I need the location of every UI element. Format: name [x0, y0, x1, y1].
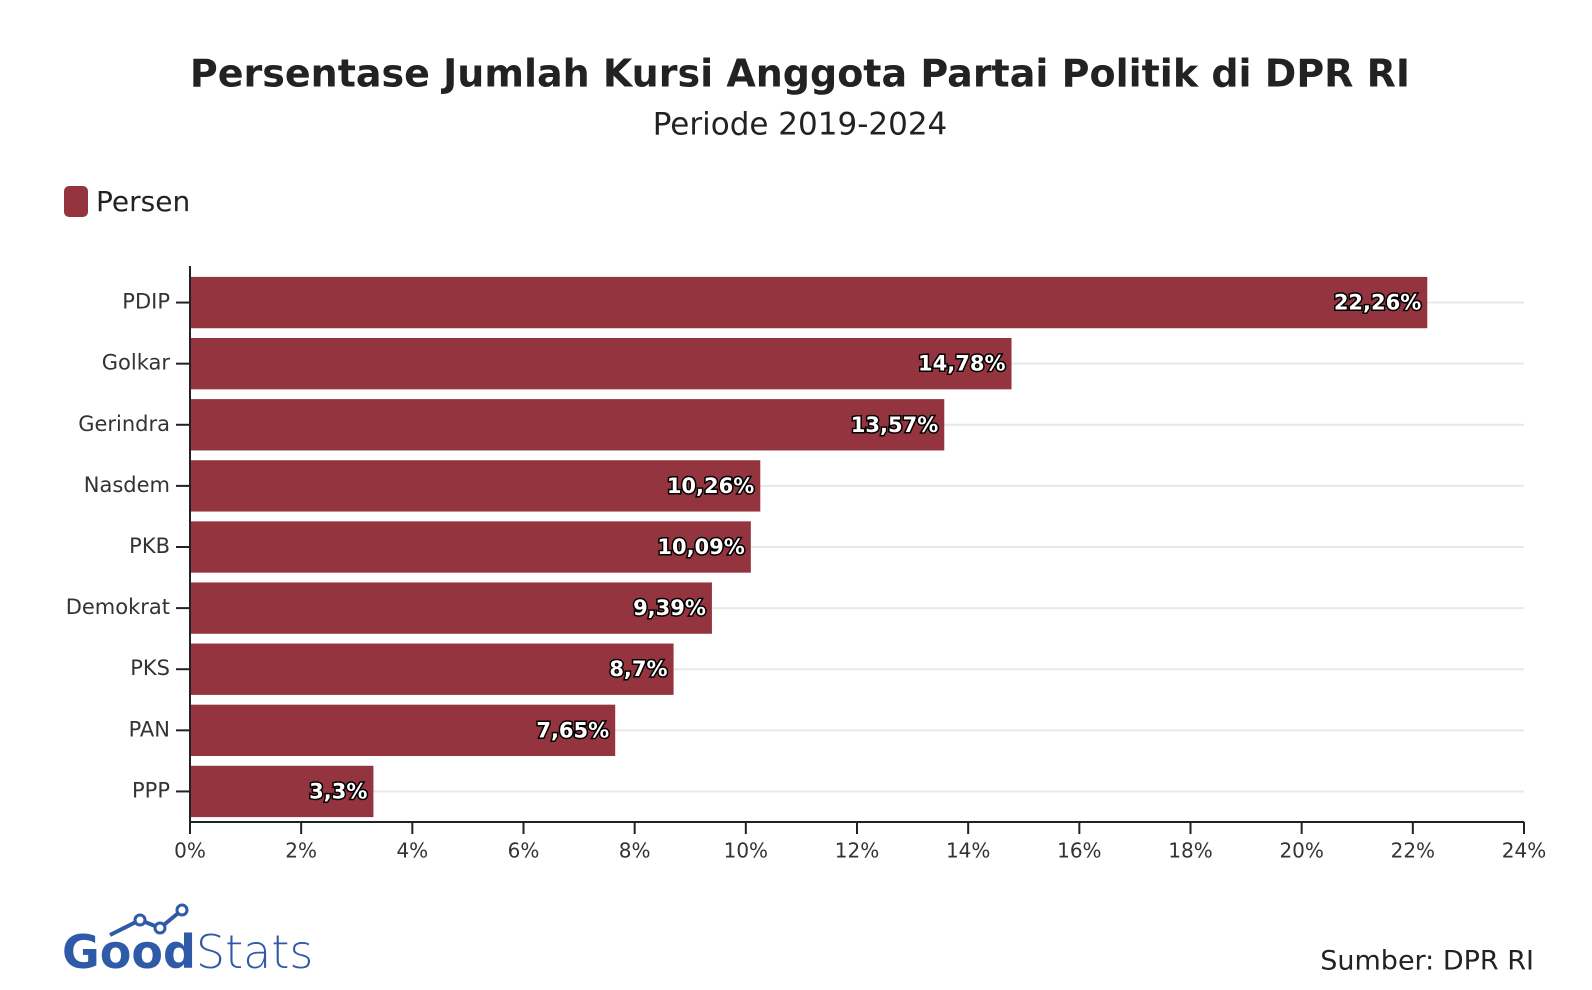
x-tick-label: 6% — [508, 839, 540, 863]
y-tick-label: PKS — [130, 656, 170, 680]
source: Sumber: DPR RI — [1320, 946, 1534, 977]
legend-swatch — [64, 186, 88, 217]
value-label: 8,7% — [609, 657, 667, 681]
y-tick-label: Gerindra — [78, 412, 170, 436]
chart-title: Persentase Jumlah Kursi Anggota Partai P… — [190, 52, 1410, 96]
logo: GoodStats — [62, 903, 313, 979]
bar — [190, 582, 712, 634]
x-tick-label: 10% — [724, 839, 768, 863]
bar — [190, 704, 616, 756]
value-label: 9,39% — [633, 596, 706, 620]
value-label: 7,65% — [536, 718, 609, 742]
x-tick-label: 4% — [396, 839, 428, 863]
y-tick-label: Nasdem — [84, 473, 170, 497]
logo-text: GoodStats — [62, 925, 313, 979]
x-tick-label: 2% — [285, 839, 317, 863]
logo-light: Stats — [196, 925, 313, 979]
y-tick-label: Demokrat — [66, 595, 170, 619]
bar — [190, 521, 751, 573]
chart-subtitle: Periode 2019-2024 — [653, 107, 948, 143]
value-label: 13,57% — [851, 413, 938, 437]
value-label: 10,26% — [667, 474, 754, 498]
x-tick-label: 12% — [835, 839, 879, 863]
bar — [190, 276, 1428, 329]
x-tick-label: 18% — [1168, 839, 1212, 863]
y-tick-label: Golkar — [102, 351, 171, 375]
y-tick-label: PPP — [132, 778, 170, 802]
x-tick-label: 8% — [619, 839, 651, 863]
value-label: 3,3% — [309, 779, 367, 803]
value-label: 14,78% — [918, 352, 1005, 376]
bar — [190, 643, 674, 695]
value-label: 10,09% — [657, 535, 744, 559]
bar — [190, 460, 761, 512]
bar — [190, 399, 945, 451]
x-tick-label: 0% — [174, 839, 206, 863]
legend-label: Persen — [96, 185, 190, 218]
x-tick-label: 14% — [946, 839, 990, 863]
y-tick-label: PAN — [129, 717, 170, 741]
bar — [190, 765, 374, 818]
value-label: 22,26% — [1334, 291, 1421, 315]
x-tick-label: 20% — [1279, 839, 1323, 863]
x-tick-label: 22% — [1391, 839, 1435, 863]
y-tick-label: PKB — [129, 534, 170, 558]
x-tick-label: 24% — [1502, 839, 1546, 863]
y-tick-label: PDIP — [122, 290, 170, 314]
x-tick-label: 16% — [1057, 839, 1101, 863]
bar — [190, 338, 1012, 390]
logo-bold: Good — [62, 925, 196, 979]
